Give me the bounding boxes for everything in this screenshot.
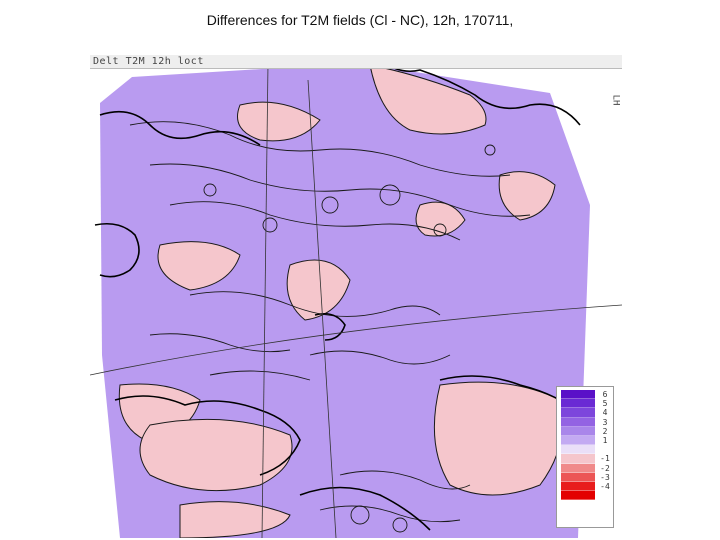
legend-swatch bbox=[561, 445, 595, 455]
legend-swatch bbox=[561, 435, 595, 446]
legend-swatch bbox=[561, 454, 595, 464]
legend-swatch bbox=[561, 408, 595, 418]
legend-label bbox=[598, 445, 612, 454]
map-side-mark: LH bbox=[610, 94, 621, 106]
legend-swatch bbox=[561, 417, 595, 427]
legend-swatch bbox=[561, 390, 595, 400]
legend-label: -1 bbox=[600, 454, 610, 464]
legend-swatches bbox=[561, 390, 595, 501]
legend-swatch bbox=[561, 426, 595, 436]
slide-title: Differences for T2M fields (Cl - NC), 12… bbox=[206, 12, 514, 28]
legend-swatch bbox=[561, 463, 595, 473]
legend-label: 3 bbox=[602, 417, 608, 427]
coastlines bbox=[94, 59, 581, 531]
legend-swatch bbox=[561, 491, 595, 501]
legend-swatch bbox=[561, 481, 595, 492]
legend-label: 4 bbox=[602, 408, 608, 418]
contour-lines bbox=[129, 121, 531, 533]
t2m-difference-map: Delt T2M 12h loct LH bbox=[90, 55, 622, 538]
map-header-bar: Delt T2M 12h loct bbox=[90, 55, 622, 69]
legend-label: -3 bbox=[600, 472, 610, 482]
legend-label: 2 bbox=[602, 426, 608, 436]
legend-swatch bbox=[561, 399, 595, 409]
legend-label: -4 bbox=[600, 481, 610, 491]
legend-labels: 6 5 4 3 2 1 -1 -2 -3 -4 bbox=[598, 390, 612, 491]
legend-label: 5 bbox=[602, 399, 608, 409]
legend-label: -2 bbox=[600, 463, 610, 473]
positive-anomaly-areas bbox=[118, 64, 563, 538]
legend-label: 6 bbox=[602, 390, 608, 399]
legend-swatch bbox=[561, 472, 595, 482]
graticule bbox=[90, 62, 622, 538]
color-legend: 6 5 4 3 2 1 -1 -2 -3 -4 bbox=[556, 386, 614, 528]
legend-label: 1 bbox=[602, 435, 608, 445]
map-canvas bbox=[90, 59, 622, 538]
